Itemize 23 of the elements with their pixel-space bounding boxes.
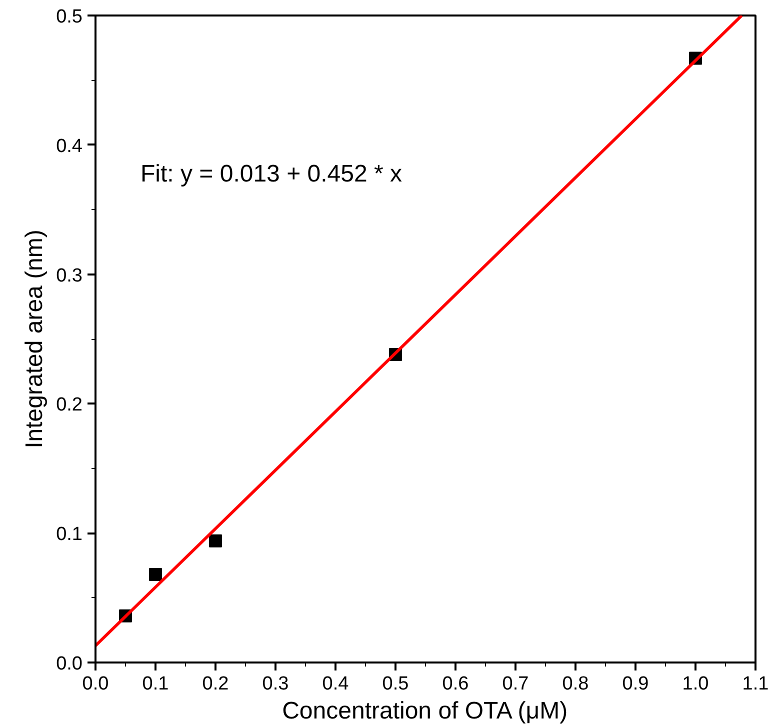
y-tick-label: 0.5: [56, 6, 83, 28]
x-tick-label: 0.2: [202, 674, 229, 694]
x-tick-label: 1.0: [682, 674, 709, 694]
x-tick-label: 0.5: [382, 674, 409, 694]
x-tick-label: 0.3: [262, 674, 289, 694]
y-axis-title: Integrated area (nm): [21, 230, 48, 448]
y-tick-label: 0.4: [56, 136, 83, 157]
x-tick-label: 0.1: [142, 674, 169, 694]
x-tick-label: 0.0: [82, 674, 109, 694]
x-axis-title: Concentration of OTA (μM): [282, 698, 568, 724]
x-tick-label: 0.7: [502, 674, 529, 694]
annotation: Fit: y = 0.013 + 0.452 * x: [140, 160, 402, 188]
point: [149, 568, 162, 582]
x-tick-label: 0.9: [622, 674, 649, 694]
y-tick-label: 0.2: [56, 394, 83, 416]
point: [209, 534, 222, 548]
x-tick-label: 0.8: [562, 674, 589, 694]
x-tick-label: 0.4: [322, 674, 350, 694]
y-tick-label: 0.1: [56, 524, 83, 546]
y-tick-label: 0.3: [56, 265, 83, 286]
y-tick-label: 0.0: [56, 654, 83, 674]
x-tick-label: 1.1: [742, 674, 769, 694]
x-tick-label: 0.6: [442, 674, 469, 694]
